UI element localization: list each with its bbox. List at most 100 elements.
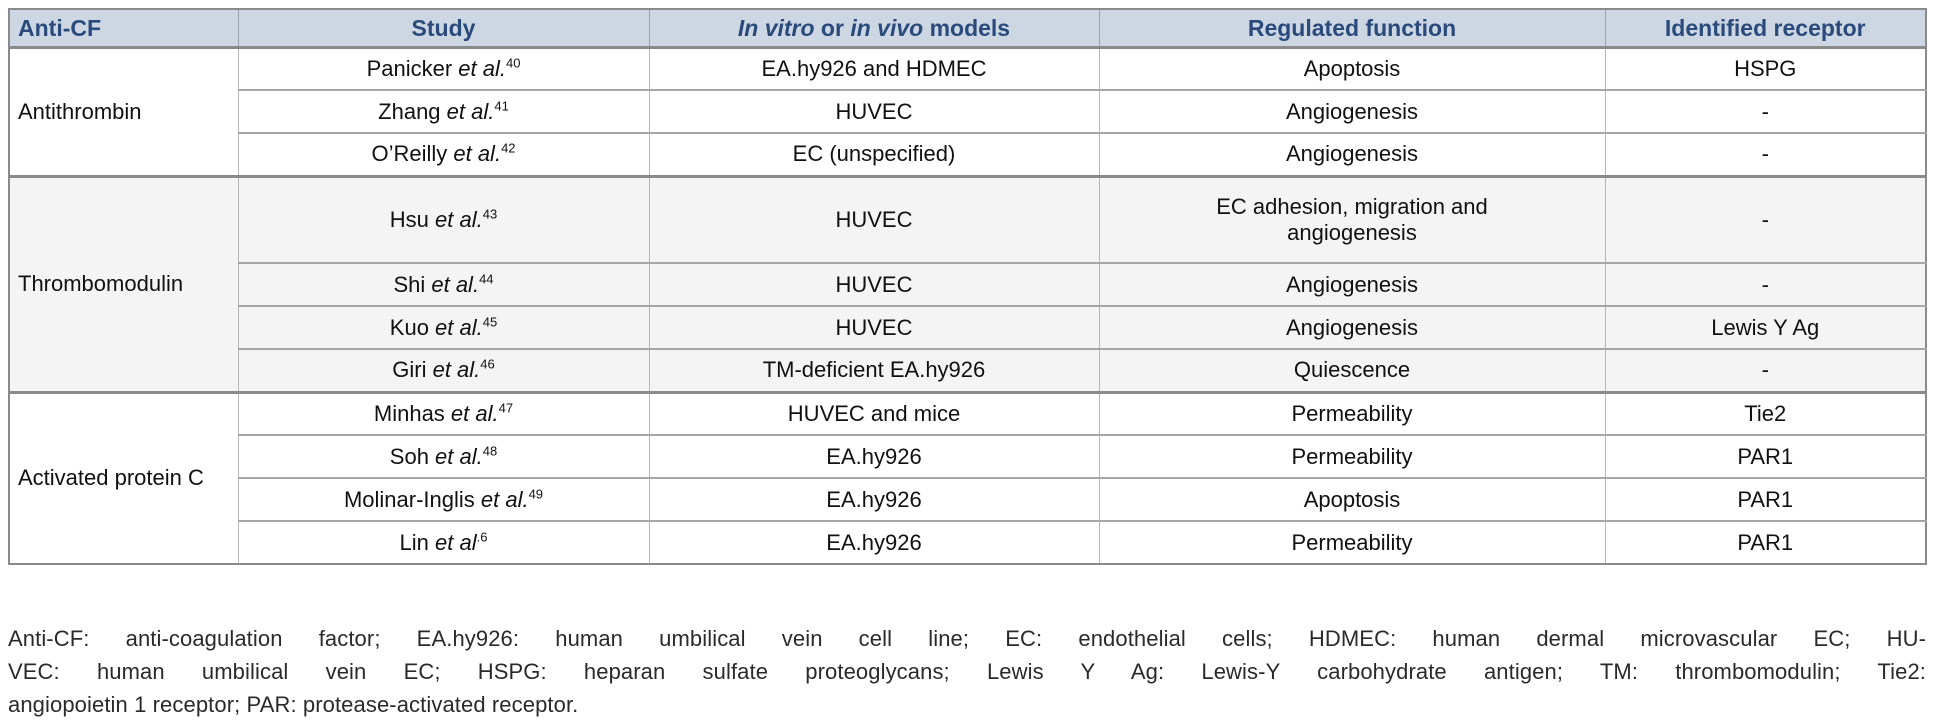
citation-ref: .6 [476,529,488,545]
study-etal: et al. [447,141,502,167]
receptor-cell: PAR1 [1604,477,1926,521]
study-etal: et al. [428,314,483,340]
models-cell: HUVEC [648,262,1099,306]
receptor-cell: Lewis Y Ag [1604,305,1926,349]
study-author: Panicker [366,55,453,81]
table-row: Soh et al.48 EA.hy926 Permeability PAR1 [9,434,1926,478]
col-header-function: Regulated function [1098,9,1605,49]
citation-ref: 46 [480,356,495,372]
table-row: Activated protein C Minhas et al.47 HUVE… [9,390,1926,564]
study-etal: et al. [428,206,483,232]
receptor-cell: HSPG [1604,45,1926,90]
study-cell: Lin et al.6 [237,520,649,564]
study-etal: et al. [474,486,529,512]
anti-cf-cell: Activated protein C [9,390,238,564]
function-cell: Apoptosis [1098,477,1605,521]
function-text: EC adhesion, migration and angiogenesis [1216,193,1488,245]
receptor-cell: - [1604,132,1926,176]
models-cell: HUVEC [648,89,1099,133]
citation-ref: 49 [528,486,544,502]
table-row: O’Reilly et al.42 EC (unspecified) Angio… [9,132,1926,176]
receptor-cell: - [1604,348,1926,392]
study-cell: Kuo et al.45 [237,305,649,349]
citation-ref: 44 [479,271,494,287]
study-author: O’Reilly [371,141,448,167]
col-header-receptor: Identified receptor [1604,9,1926,49]
receptor-cell: PAR1 [1604,520,1926,564]
study-author: Hsu [389,206,429,232]
function-cell: Angiogenesis [1098,132,1605,176]
models-cell: HUVEC [648,305,1099,349]
anti-cf-studies-table: Anti-CF Study In vitro or in vivo models… [8,8,1927,565]
study-author: Giri [392,357,427,383]
function-cell: Angiogenesis [1098,89,1605,133]
table-row: Lin et al.6 EA.hy926 Permeability PAR1 [9,520,1926,564]
receptor-cell: Tie2 [1604,390,1926,435]
footnote-line: VEC: human umbilical vein EC; HSPG: hepa… [8,659,1926,684]
study-author: Minhas [373,400,445,426]
function-cell: Angiogenesis [1098,262,1605,306]
study-etal: et al. [444,400,499,426]
col-header-anti-cf: Anti-CF [9,9,238,49]
anti-cf-cell: Antithrombin [9,45,238,176]
footnote-line: Anti-CF: anti-coagulation factor; EA.hy9… [8,626,1926,651]
models-cell: HUVEC and mice [648,390,1099,435]
receptor-cell: - [1604,262,1926,306]
table-row: Thrombomodulin Hsu et al.43 HUVEC EC adh… [9,174,1926,392]
receptor-cell: - [1604,89,1926,133]
study-author: Kuo [389,314,429,340]
study-etal: et al. [428,443,483,469]
citation-ref: 43 [482,206,498,222]
models-header-italic-invitro: In vitro [737,14,815,41]
study-author: Lin [399,529,429,555]
table-row: Giri et al.46 TM-deficient EA.hy926 Quie… [9,348,1926,392]
study-cell: O’Reilly et al.42 [237,132,649,176]
citation-ref: 47 [498,400,514,416]
table-row: Kuo et al.45 HUVEC Angiogenesis Lewis Y … [9,305,1926,349]
study-etal: et al. [452,55,506,81]
table-row: Molinar-Inglis et al.49 EA.hy926 Apoptos… [9,477,1926,521]
citation-ref: 41 [494,98,509,114]
function-cell: Quiescence [1098,348,1605,392]
models-cell: HUVEC [648,174,1099,263]
receptor-cell: PAR1 [1604,434,1926,478]
study-cell: Molinar-Inglis et al.49 [237,477,649,521]
citation-ref: 45 [482,314,498,330]
models-cell: EA.hy926 and HDMEC [648,45,1099,90]
table-header-row: Anti-CF Study In vitro or in vivo models… [9,9,1926,49]
study-etal: et al. [440,98,495,124]
table-row: Shi et al.44 HUVEC Angiogenesis - [9,262,1926,306]
table-row: Antithrombin Panicker et al.40 EA.hy926 … [9,45,1926,176]
function-cell: Permeability [1098,520,1605,564]
models-header-models: models [923,14,1011,41]
models-cell: EA.hy926 [648,520,1099,564]
study-cell: Shi et al.44 [237,262,649,306]
study-etal: et al. [426,357,481,383]
study-author: Shi [393,271,426,297]
study-author: Molinar-Inglis [343,486,475,512]
models-cell: EA.hy926 [648,434,1099,478]
citation-ref: 40 [505,55,521,71]
table-row: Zhang et al.41 HUVEC Angiogenesis - [9,89,1926,133]
function-cell: EC adhesion, migration and angiogenesis [1098,174,1605,263]
models-header-or: or [814,14,851,41]
anti-cf-cell: Thrombomodulin [9,174,238,392]
study-cell: Zhang et al.41 [237,89,649,133]
models-cell: TM-deficient EA.hy926 [648,348,1099,392]
models-cell: EC (unspecified) [648,132,1099,176]
study-cell: Minhas et al.47 [237,390,649,435]
models-header-italic-invivo: in vivo [850,14,924,41]
study-cell: Giri et al.46 [237,348,649,392]
function-cell: Angiogenesis [1098,305,1605,349]
function-cell: Apoptosis [1098,45,1605,90]
function-cell: Permeability [1098,434,1605,478]
col-header-study: Study [237,9,649,49]
study-cell: Soh et al.48 [237,434,649,478]
study-cell: Hsu et al.43 [237,174,649,263]
study-etal: et al. [425,271,480,297]
models-cell: EA.hy926 [648,477,1099,521]
function-cell: Permeability [1098,390,1605,435]
citation-ref: 48 [482,443,498,459]
table-footnote: Anti-CF: anti-coagulation factor; EA.hy9… [8,622,1926,721]
study-etal: et al [428,529,477,555]
